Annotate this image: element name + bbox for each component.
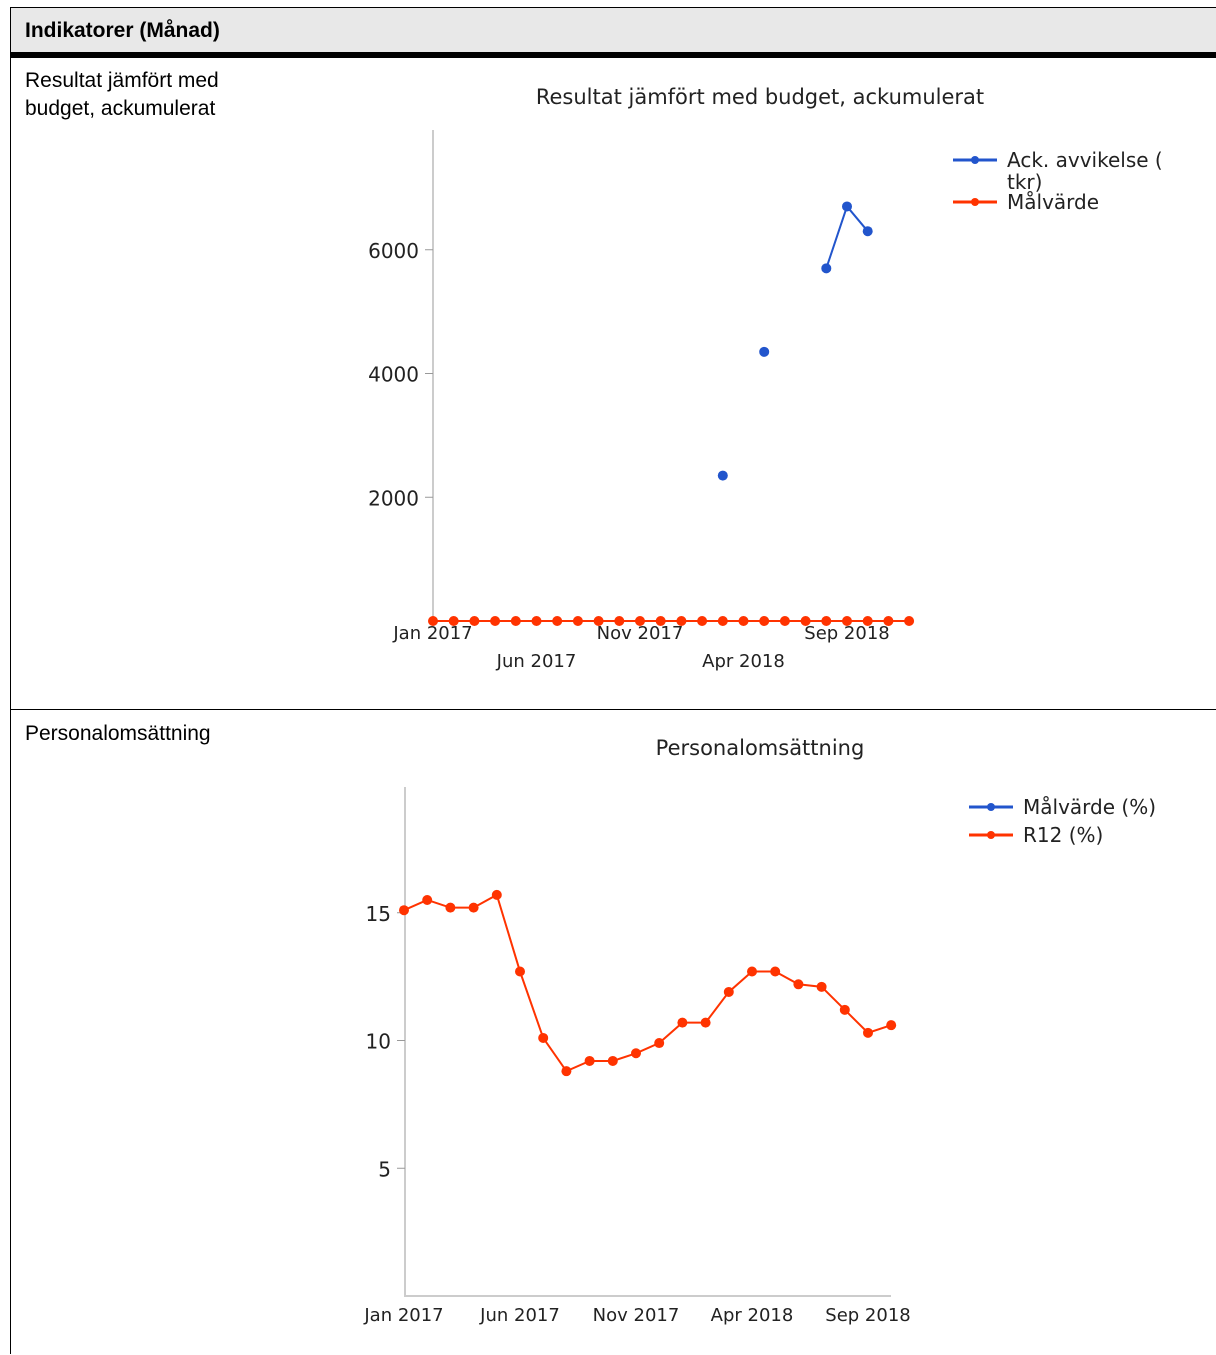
report-header: Indikatorer (Månad) <box>11 8 1216 58</box>
data-point <box>904 616 915 626</box>
data-point <box>839 1004 850 1015</box>
data-point <box>448 616 459 626</box>
y-tick-label: 5 <box>378 1157 391 1181</box>
data-point <box>654 1038 665 1049</box>
data-point <box>842 201 852 212</box>
x-tick-label: Apr 2018 <box>711 1305 794 1326</box>
x-tick-label: Jan 2017 <box>363 1305 443 1326</box>
series-line <box>825 204 869 269</box>
data-point <box>510 616 521 626</box>
legend-swatch-dot <box>971 156 979 164</box>
data-point <box>468 902 479 913</box>
data-point <box>572 616 583 626</box>
chart-title: Personalomsättning <box>656 736 865 760</box>
y-tick-label: 6000 <box>368 239 419 263</box>
data-point <box>538 1032 549 1043</box>
data-point <box>428 616 438 626</box>
data-point <box>491 889 502 900</box>
y-tick-label: 10 <box>366 1030 391 1054</box>
x-tick-label: Nov 2017 <box>597 623 684 644</box>
data-point <box>738 616 749 626</box>
data-point <box>655 616 666 626</box>
legend-label: Målvärde (%) <box>1023 795 1156 819</box>
data-point <box>759 616 770 626</box>
data-point <box>593 616 604 626</box>
data-point <box>422 894 433 905</box>
data-point <box>445 902 456 913</box>
section-label-result: Resultat jämfört med budget, ackumulerat <box>25 69 219 120</box>
data-point <box>821 263 832 274</box>
legend-label: Målvärde <box>1007 190 1099 214</box>
data-point <box>490 616 501 626</box>
y-tick-label: 4000 <box>368 363 419 387</box>
data-point <box>561 1066 572 1077</box>
series-1 <box>399 889 897 1077</box>
report-title: Indikatorer (Månad) <box>25 19 220 42</box>
legend-swatch-dot <box>971 198 979 206</box>
data-point <box>883 616 894 626</box>
data-point <box>631 1048 641 1059</box>
data-point <box>862 226 873 237</box>
data-point <box>717 616 728 626</box>
section-result-vs-budget: Resultat jämfört med budget, ackumulerat… <box>11 58 1216 710</box>
data-point <box>399 905 409 916</box>
legend-label-line: Ack. avvikelse ( <box>1007 148 1163 172</box>
data-point <box>800 616 811 626</box>
data-point <box>607 1055 618 1066</box>
chart-title: Resultat jämfört med budget, ackumulerat <box>536 85 984 109</box>
data-point <box>717 470 728 481</box>
series-1 <box>428 616 915 626</box>
data-point <box>723 986 734 997</box>
data-point <box>700 1017 711 1028</box>
y-tick-label: 15 <box>366 902 391 926</box>
result-chart: Resultat jämfört med budget, ackumulerat… <box>368 85 1163 672</box>
y-tick-label: 2000 <box>368 486 419 510</box>
data-point <box>759 346 770 357</box>
data-point <box>793 979 804 990</box>
data-point <box>862 616 873 626</box>
legend-label: Ack. avvikelse (tkr) <box>1007 148 1163 194</box>
x-tick-label: Nov 2017 <box>593 1305 680 1326</box>
legend-label-line: tkr) <box>1007 170 1042 194</box>
data-point <box>886 1020 897 1031</box>
indicator-report: Indikatorer (Månad) Resultat jämfört med… <box>10 7 1216 1354</box>
series-line <box>403 893 892 1073</box>
data-point <box>770 966 781 977</box>
x-tick-label: Jun 2017 <box>496 651 577 672</box>
data-point <box>677 1017 688 1028</box>
section-staff-turnover: Personalomsättning Personalomsättning 5 10… <box>11 711 1216 1355</box>
data-point <box>842 616 852 626</box>
data-point <box>531 616 542 626</box>
x-tick-label: Sep 2018 <box>804 623 889 644</box>
turnover-chart: Personalomsättning 5 10 15 Jan 2017 Jun 2017 N… <box>363 736 1156 1326</box>
data-point <box>863 1027 873 1038</box>
x-tick-label: Apr 2018 <box>702 651 785 672</box>
x-tick-label: Jun 2017 <box>479 1305 560 1326</box>
data-point <box>469 616 480 626</box>
series-0 <box>717 201 873 481</box>
legend-swatch-dot <box>987 831 995 839</box>
data-point <box>816 981 827 992</box>
legend-swatch-dot <box>987 803 995 811</box>
data-point <box>515 966 525 977</box>
section-label-turnover: Personalomsättning <box>25 722 211 745</box>
data-point <box>614 616 625 626</box>
data-point <box>779 616 790 626</box>
data-point <box>821 616 832 626</box>
legend-label: R12 (%) <box>1023 823 1103 847</box>
data-point <box>584 1055 595 1066</box>
data-point <box>697 616 708 626</box>
data-point <box>676 616 687 626</box>
x-tick-label: Sep 2018 <box>825 1305 910 1326</box>
data-point <box>747 966 757 977</box>
data-point <box>552 616 563 626</box>
data-point <box>635 616 645 626</box>
x-tick-label: Jan 2017 <box>392 623 472 644</box>
